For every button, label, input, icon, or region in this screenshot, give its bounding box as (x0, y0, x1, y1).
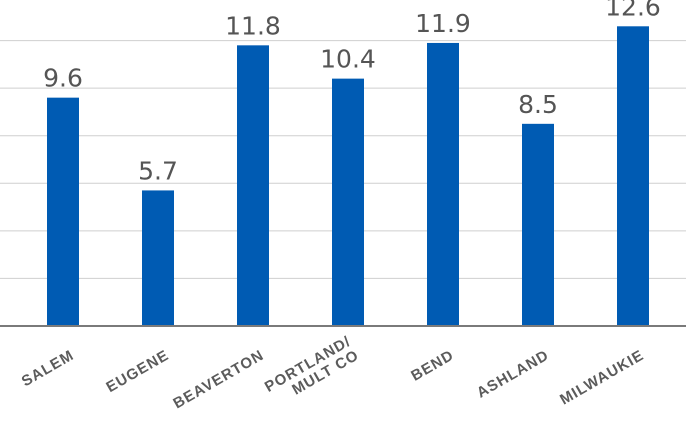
bar-1 (142, 190, 174, 326)
category-label-6: MILWAUKIE (557, 347, 647, 409)
bar-3 (332, 78, 364, 326)
value-label-0: 9.6 (43, 64, 83, 93)
category-label-1: EUGENE (103, 347, 172, 396)
value-label-4: 11.9 (415, 9, 471, 38)
category-label-0: SALEM (19, 347, 77, 390)
bar-2 (237, 45, 269, 326)
category-label-2: BEAVERTON (170, 347, 267, 413)
bar-4 (427, 42, 459, 326)
bars (47, 26, 649, 327)
value-label-6: 12.6 (605, 0, 661, 21)
category-label-4: BEND (408, 347, 457, 385)
value-label-2: 11.8 (225, 11, 281, 40)
category-label-5: ASHLAND (474, 347, 552, 402)
category-label-line: SALEM (19, 347, 77, 390)
bar-5 (522, 123, 554, 326)
category-label-3: PORTLAND/MULT CO (262, 333, 362, 410)
value-labels: 9.6 5.7 11.8 10.4 11.9 8.5 12.6 (43, 0, 661, 185)
category-label-line: ASHLAND (474, 347, 552, 402)
category-label-line: MILWAUKIE (557, 347, 647, 409)
category-label-line: EUGENE (103, 347, 172, 396)
value-label-1: 5.7 (138, 156, 178, 185)
value-label-3: 10.4 (320, 45, 376, 74)
category-label-line: BEND (408, 347, 457, 385)
category-label-line: BEAVERTON (170, 347, 267, 413)
bar-6 (617, 26, 649, 327)
value-label-5: 8.5 (518, 90, 558, 119)
bar-0 (47, 97, 79, 327)
